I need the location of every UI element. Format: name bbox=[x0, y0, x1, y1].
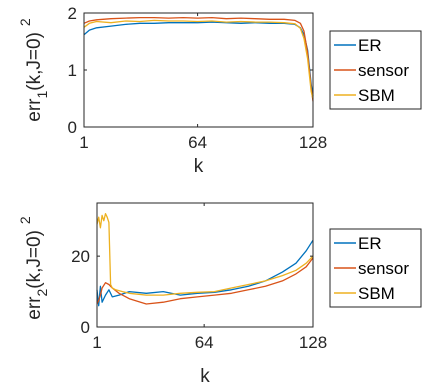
bottom-legend-label-sensor: sensor bbox=[358, 259, 409, 278]
bottom-y-tick-label-20: 20 bbox=[71, 247, 90, 266]
bottom-y-tick-label-0: 0 bbox=[81, 318, 90, 337]
bottom-x-tick-label-128: 128 bbox=[299, 333, 327, 352]
top-y-tick-label-1: 1 bbox=[68, 61, 77, 80]
top-y-label-main: err bbox=[24, 98, 45, 122]
top-x-tick-label-64: 64 bbox=[188, 133, 207, 152]
top-x-tick-label-128: 128 bbox=[299, 133, 327, 152]
bottom-series-line-er bbox=[96, 239, 314, 307]
top-legend-label-sbm: SBM bbox=[358, 86, 395, 105]
bottom-legend-label-sbm: SBM bbox=[358, 284, 395, 303]
top-legend-label-sensor: sensor bbox=[358, 61, 409, 80]
top-x-tick-label-1: 1 bbox=[79, 133, 88, 152]
top-legend-box bbox=[329, 30, 422, 110]
top-y-axis-label: err1(k,J=0) 2 bbox=[17, 18, 50, 122]
bottom-y-label-subscript: 2 bbox=[34, 288, 50, 296]
bottom-y-axis-label: err2(k,J=0)2 bbox=[17, 216, 50, 320]
top-x-axis-label: k bbox=[194, 156, 204, 177]
top-series-line-sensor bbox=[83, 16, 314, 102]
bottom-series-layer bbox=[96, 212, 314, 307]
bottom-axes-box bbox=[96, 202, 314, 328]
bottom-series-line-sbm bbox=[96, 212, 314, 296]
top-y-tick-label-0: 0 bbox=[68, 118, 77, 137]
top-y-label-subscript: 1 bbox=[34, 90, 50, 98]
top-y-tick-label-2: 2 bbox=[68, 4, 77, 23]
top-legend: ER sensor SBM bbox=[329, 30, 422, 110]
top-y-label-arg: (k,J=0) bbox=[24, 32, 45, 91]
bottom-series-line-sensor bbox=[96, 257, 314, 305]
bottom-ticks: 1 64 128 0 20 bbox=[71, 203, 327, 352]
top-axes-box bbox=[83, 12, 314, 128]
bottom-y-label-arg: (k,J=0) bbox=[24, 230, 45, 289]
top-legend-label-er: ER bbox=[358, 36, 382, 55]
bottom-x-tick-label-64: 64 bbox=[195, 333, 214, 352]
top-series-layer bbox=[83, 16, 314, 102]
bottom-x-tick-label-1: 1 bbox=[92, 333, 101, 352]
bottom-legend: ER sensor SBM bbox=[329, 228, 422, 308]
top-series-line-er bbox=[83, 21, 314, 96]
bottom-y-label-main: err bbox=[24, 296, 45, 320]
bottom-y-label-superscript: 2 bbox=[17, 216, 33, 224]
top-series-line-sbm bbox=[83, 19, 314, 99]
top-y-label-superscript: 2 bbox=[17, 18, 33, 26]
bottom-x-axis-label: k bbox=[200, 366, 210, 387]
bottom-legend-label-er: ER bbox=[358, 234, 382, 253]
